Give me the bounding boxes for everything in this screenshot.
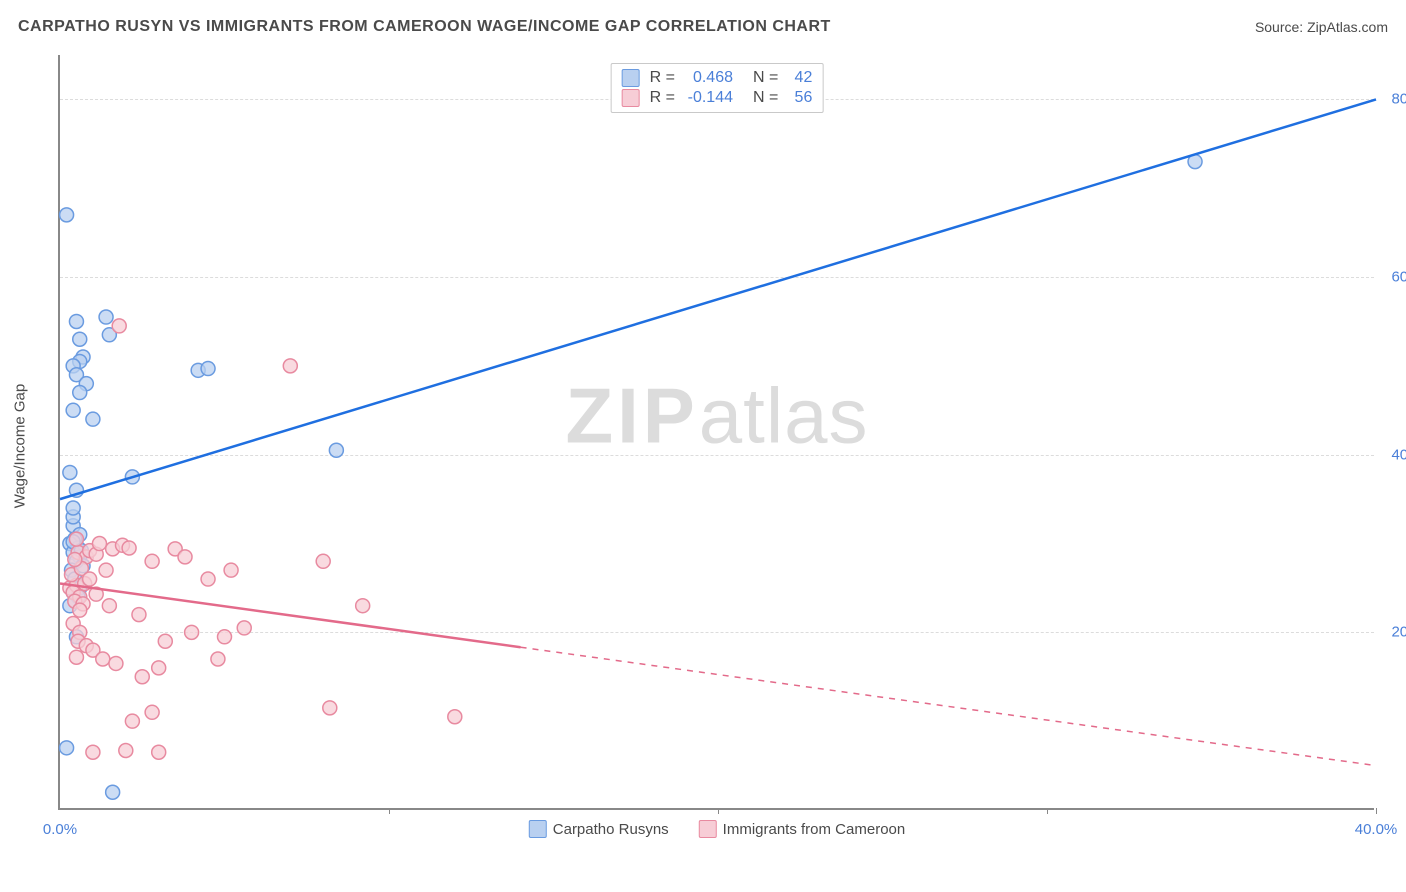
data-point-cameroon (68, 553, 82, 567)
data-point-carpatho (201, 362, 215, 376)
data-point-carpatho (73, 386, 87, 400)
data-point-cameroon (109, 656, 123, 670)
data-point-carpatho (99, 310, 113, 324)
y-tick-label: 20.0% (1379, 624, 1406, 641)
legend-swatch-carpatho (622, 69, 640, 87)
data-point-cameroon (69, 532, 83, 546)
data-point-cameroon (323, 701, 337, 715)
data-point-cameroon (283, 359, 297, 373)
data-point-cameroon (102, 599, 116, 613)
data-point-cameroon (69, 650, 83, 664)
x-tick (718, 808, 719, 814)
data-point-cameroon (224, 563, 238, 577)
legend-bottom: Carpatho Rusyns Immigrants from Cameroon (529, 820, 905, 838)
legend-item-cameroon: Immigrants from Cameroon (699, 820, 906, 838)
data-point-cameroon (158, 634, 172, 648)
chart-title: CARPATHO RUSYN VS IMMIGRANTS FROM CAMERO… (18, 18, 831, 36)
n-value-cameroon: 56 (784, 89, 812, 107)
source-label: Source: (1255, 19, 1307, 35)
data-point-cameroon (83, 572, 97, 586)
data-point-cameroon (86, 745, 100, 759)
data-point-carpatho (63, 465, 77, 479)
data-point-cameroon (135, 670, 149, 684)
legend-swatch-cameroon (622, 89, 640, 107)
data-point-cameroon (448, 710, 462, 724)
data-point-cameroon (96, 652, 110, 666)
data-point-cameroon (152, 661, 166, 675)
data-point-carpatho (60, 208, 74, 222)
trendline-cameroon-extrapolated (521, 647, 1376, 765)
data-point-cameroon (178, 550, 192, 564)
legend-stats-box: R = 0.468 N = 42 R = -0.144 N = 56 (611, 63, 824, 113)
legend-label-cameroon: Immigrants from Cameroon (723, 821, 906, 838)
legend-row-cameroon: R = -0.144 N = 56 (622, 88, 813, 108)
data-point-carpatho (66, 403, 80, 417)
data-point-carpatho (329, 443, 343, 457)
y-tick-label: 40.0% (1379, 446, 1406, 463)
chart-container: CARPATHO RUSYN VS IMMIGRANTS FROM CAMERO… (0, 0, 1406, 892)
source-name: ZipAtlas.com (1307, 19, 1388, 35)
data-point-cameroon (316, 554, 330, 568)
x-tick (1047, 808, 1048, 814)
title-bar: CARPATHO RUSYN VS IMMIGRANTS FROM CAMERO… (18, 18, 1388, 36)
data-point-cameroon (211, 652, 225, 666)
data-point-cameroon (145, 705, 159, 719)
r-label: R = (650, 69, 675, 87)
r-label: R = (650, 89, 675, 107)
source-attribution: Source: ZipAtlas.com (1255, 19, 1388, 35)
data-point-cameroon (119, 743, 133, 757)
y-tick-label: 80.0% (1379, 91, 1406, 108)
data-point-carpatho (66, 501, 80, 515)
data-point-cameroon (356, 599, 370, 613)
legend-swatch-carpatho (529, 820, 547, 838)
y-axis-title: Wage/Income Gap (12, 384, 29, 509)
data-point-cameroon (237, 621, 251, 635)
data-point-cameroon (99, 563, 113, 577)
data-point-cameroon (145, 554, 159, 568)
x-tick-label: 0.0% (43, 821, 77, 838)
data-point-cameroon (132, 608, 146, 622)
plot-area: ZIPatlas R = 0.468 N = 42 R = -0.144 N =… (58, 55, 1374, 810)
data-point-cameroon (185, 625, 199, 639)
trendline-cameroon (60, 584, 521, 648)
n-label: N = (753, 89, 778, 107)
data-point-carpatho (69, 314, 83, 328)
data-point-cameroon (122, 541, 136, 555)
x-tick (389, 808, 390, 814)
legend-swatch-cameroon (699, 820, 717, 838)
legend-row-carpatho: R = 0.468 N = 42 (622, 68, 813, 88)
data-point-carpatho (60, 741, 74, 755)
legend-item-carpatho: Carpatho Rusyns (529, 820, 669, 838)
data-point-cameroon (73, 603, 87, 617)
data-point-carpatho (73, 332, 87, 346)
x-tick (1376, 808, 1377, 814)
data-point-cameroon (201, 572, 215, 586)
y-tick-label: 60.0% (1379, 269, 1406, 286)
scatter-plot-svg (60, 55, 1374, 808)
x-tick-label: 40.0% (1355, 821, 1398, 838)
trendline-carpatho (60, 99, 1376, 499)
data-point-carpatho (86, 412, 100, 426)
data-point-cameroon (112, 319, 126, 333)
data-point-cameroon (152, 745, 166, 759)
n-label: N = (753, 69, 778, 87)
data-point-carpatho (106, 785, 120, 799)
data-point-cameroon (218, 630, 232, 644)
r-value-cameroon: -0.144 (681, 89, 733, 107)
n-value-carpatho: 42 (784, 69, 812, 87)
legend-label-carpatho: Carpatho Rusyns (553, 821, 669, 838)
r-value-carpatho: 0.468 (681, 69, 733, 87)
data-point-cameroon (92, 537, 106, 551)
data-point-cameroon (125, 714, 139, 728)
